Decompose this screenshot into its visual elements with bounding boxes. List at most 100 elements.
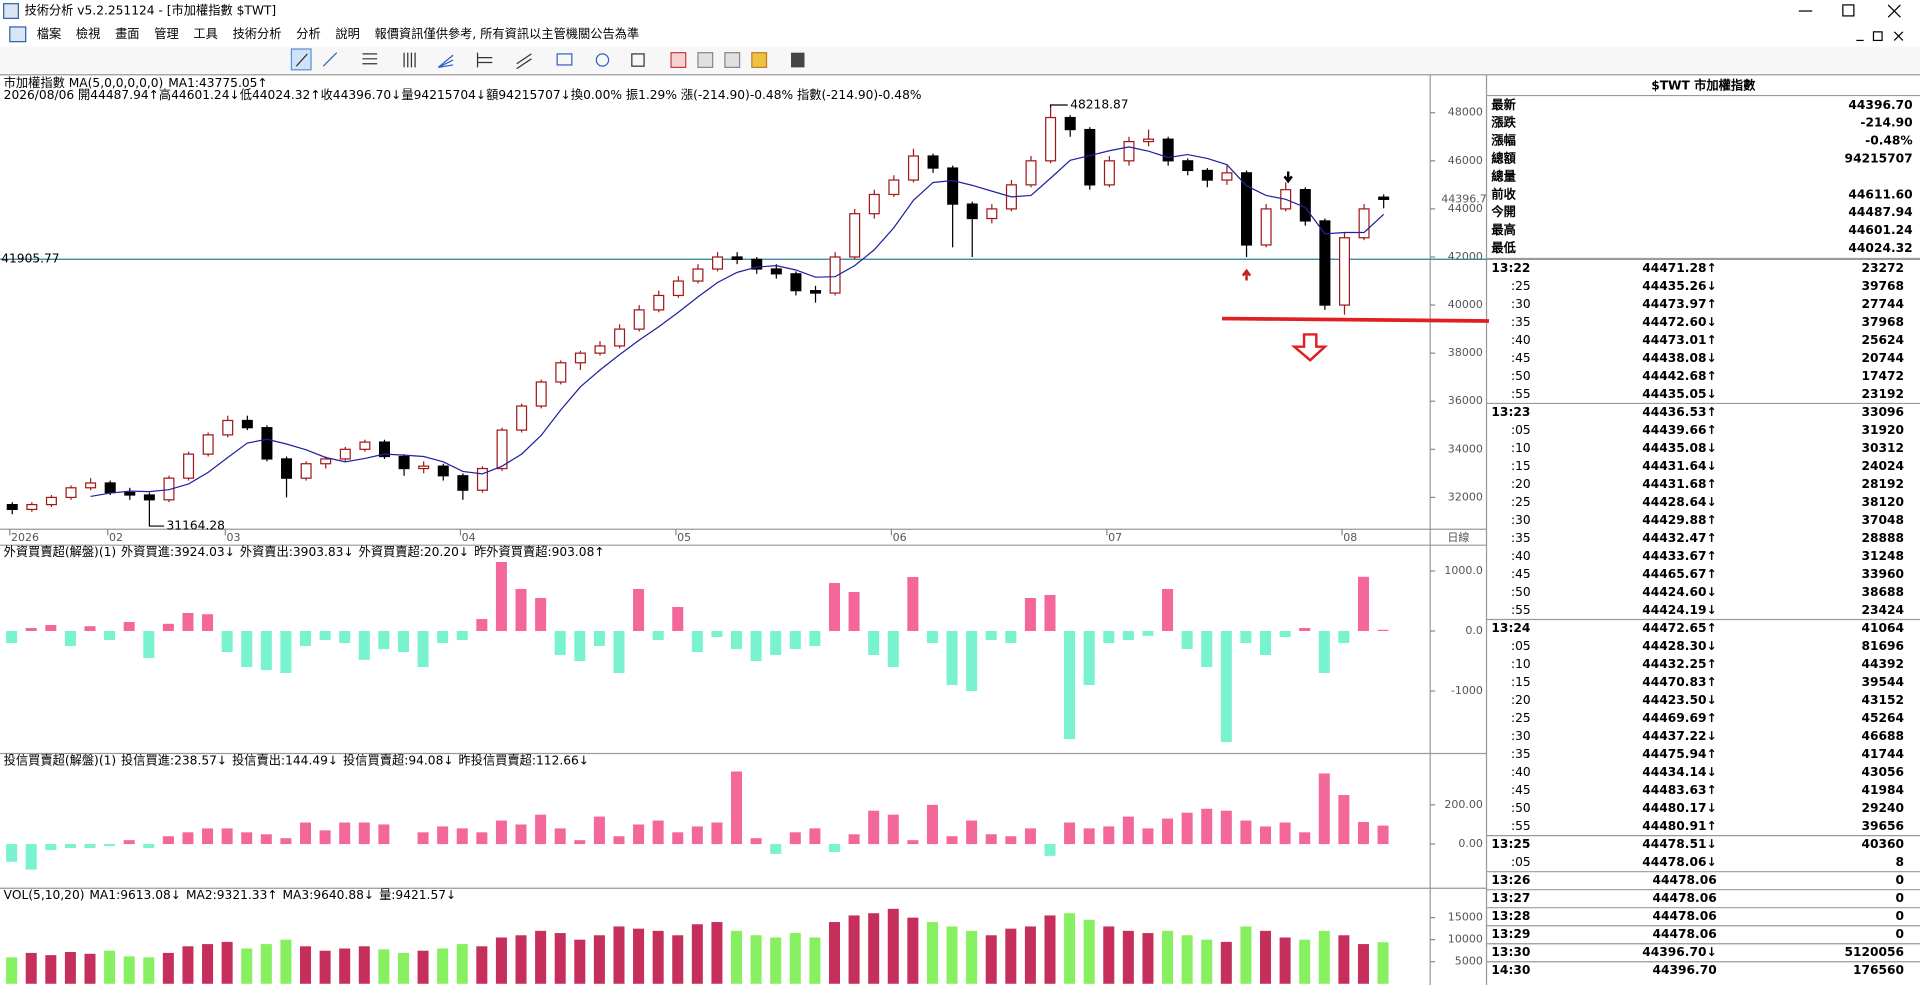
bar xyxy=(887,814,899,845)
menu-item[interactable]: 畫面 xyxy=(115,26,139,41)
volume-bar xyxy=(633,928,645,984)
volume-bar xyxy=(750,935,762,984)
candle-body xyxy=(829,256,841,294)
tool-hline[interactable] xyxy=(362,53,378,65)
tool-circle[interactable] xyxy=(595,53,610,67)
bar xyxy=(535,814,547,845)
menu-item[interactable]: 檔案 xyxy=(37,26,61,41)
tick-price: 44434.14↓ xyxy=(1642,765,1716,779)
candle-body xyxy=(398,455,410,470)
menu-item[interactable]: 管理 xyxy=(154,26,178,41)
menu-item[interactable]: 報價資訊僅供參考, 所有資訊以主管機關公告為準 xyxy=(375,26,640,41)
quote-value: -0.48% xyxy=(1865,134,1913,148)
volume-bar xyxy=(535,930,547,984)
tool-save[interactable] xyxy=(791,52,805,68)
x-tick-label: 03 xyxy=(227,531,241,544)
tool-vline[interactable] xyxy=(403,52,416,68)
bar xyxy=(84,626,96,632)
volume-bar xyxy=(1005,928,1017,984)
x-tick-label: 02 xyxy=(109,531,123,544)
bar xyxy=(926,631,938,644)
bar xyxy=(456,828,468,845)
tool-hide[interactable] xyxy=(697,52,714,68)
tool-color[interactable] xyxy=(751,52,768,68)
tool-select[interactable] xyxy=(290,48,312,71)
child-restore[interactable] xyxy=(1872,31,1883,42)
bar xyxy=(789,832,801,845)
bar xyxy=(1122,631,1134,641)
y-tick-label: 40000 xyxy=(1448,298,1483,311)
tick-time: :10 xyxy=(1511,441,1531,455)
volume-bar xyxy=(1201,939,1213,984)
tick-time: :30 xyxy=(1511,297,1531,311)
bar xyxy=(828,582,840,632)
bar xyxy=(1162,818,1174,845)
tool-fan[interactable] xyxy=(437,54,454,68)
bar xyxy=(1162,588,1174,632)
close-button[interactable] xyxy=(1887,4,1901,18)
menu-bar xyxy=(0,22,1920,47)
tick-volume: 0 xyxy=(1896,909,1905,923)
menu-item[interactable]: 技術分析 xyxy=(233,27,282,41)
tick-time: 13:24 xyxy=(1491,621,1530,635)
chart-frames xyxy=(0,74,1920,985)
volume-bar xyxy=(495,937,507,984)
candle-body xyxy=(124,491,136,496)
signal-up xyxy=(1241,268,1252,281)
volume-bar xyxy=(672,935,684,984)
tick-price: 44439.66↑ xyxy=(1642,423,1716,437)
bar xyxy=(358,822,370,845)
tool-rect[interactable] xyxy=(556,53,573,66)
tool-erase[interactable] xyxy=(670,52,687,68)
tool-cursor[interactable] xyxy=(295,53,308,67)
menu-item[interactable]: 說明 xyxy=(335,26,359,41)
y-tick-label: 5000 xyxy=(1455,955,1483,968)
bar xyxy=(652,820,664,845)
maximize-button[interactable] xyxy=(1842,4,1855,17)
y-tick-label: 0.0 xyxy=(1465,624,1483,637)
candle-body xyxy=(202,434,214,455)
child-close[interactable] xyxy=(1893,31,1904,41)
quote-value: 44024.32 xyxy=(1848,241,1912,255)
bar xyxy=(221,828,233,845)
volume-bar xyxy=(789,933,801,984)
tool-copy[interactable] xyxy=(724,52,741,68)
bar xyxy=(515,588,527,632)
bar xyxy=(652,631,664,641)
tick-volume: 39768 xyxy=(1862,279,1905,293)
menu-item[interactable]: 工具 xyxy=(193,27,217,41)
tool-line[interactable] xyxy=(322,52,338,67)
user-drawings xyxy=(1222,171,1489,362)
bar xyxy=(731,771,743,845)
volume-bar xyxy=(221,941,233,984)
candle-body xyxy=(85,482,97,489)
quote-label: 總額 xyxy=(1491,151,1516,166)
tick-volume: 41744 xyxy=(1862,747,1905,761)
tool-fib[interactable] xyxy=(476,52,493,68)
menu-item[interactable]: 檢視 xyxy=(76,26,100,41)
candle-body xyxy=(222,419,234,436)
tick-volume: 31248 xyxy=(1862,549,1905,563)
volume-bar xyxy=(966,930,978,984)
bar xyxy=(1279,631,1291,638)
bar xyxy=(1260,631,1272,656)
tool-text[interactable] xyxy=(631,53,645,67)
tool-channel[interactable] xyxy=(516,53,532,70)
volume-bar xyxy=(593,935,605,984)
menu-item[interactable]: 分析 xyxy=(296,27,320,41)
bar xyxy=(593,816,605,845)
volume-bar xyxy=(1299,939,1311,984)
y-tick-label: 10000 xyxy=(1448,933,1483,946)
bar xyxy=(260,834,272,845)
tick-volume: 23272 xyxy=(1862,261,1905,275)
quote-label: 今開 xyxy=(1490,204,1515,219)
tick-volume: 0 xyxy=(1896,891,1905,905)
bar xyxy=(633,824,645,845)
tick-time: :30 xyxy=(1511,729,1531,743)
volume-bar xyxy=(339,948,351,984)
tick-price: 44442.68↑ xyxy=(1642,369,1716,383)
bar xyxy=(64,631,76,647)
bar xyxy=(946,836,958,845)
bar xyxy=(1044,844,1056,856)
